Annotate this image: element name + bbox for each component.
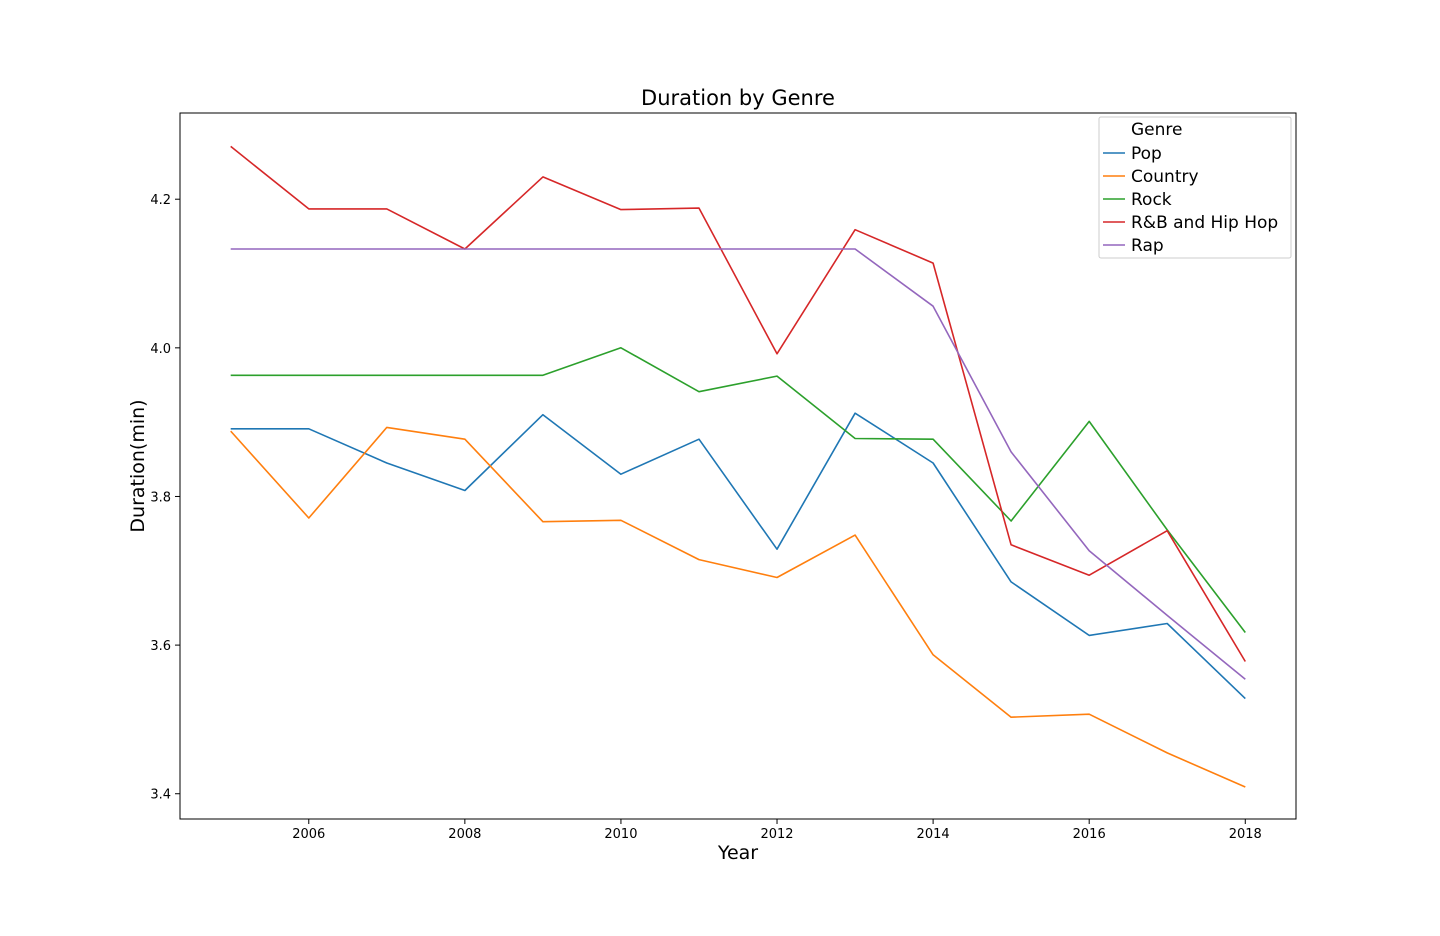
x-tick-label: 2016 bbox=[1073, 827, 1106, 842]
legend-label-country: Country bbox=[1131, 167, 1199, 187]
x-axis-ticks: 2006 2008 2010 2012 2014 2016 2018 bbox=[292, 819, 1262, 842]
legend-title: Genre bbox=[1131, 120, 1182, 140]
legend: Genre Pop Country Rock R&B and Hip Hop Rap bbox=[1098, 116, 1292, 259]
y-axis-title: Duration(min) bbox=[127, 399, 149, 532]
legend-label-rock: Rock bbox=[1131, 190, 1172, 210]
chart-title: Duration by Genre bbox=[641, 86, 835, 110]
legend-label-pop: Pop bbox=[1131, 144, 1162, 164]
x-tick-label: 2006 bbox=[292, 827, 325, 842]
plot-frame bbox=[179, 112, 1297, 820]
series-line-rap bbox=[230, 248, 1246, 680]
x-tick-label: 2014 bbox=[917, 827, 950, 842]
x-tick-label: 2012 bbox=[760, 827, 793, 842]
y-tick-label: 4.2 bbox=[150, 193, 171, 208]
series-line-rock bbox=[230, 346, 1246, 633]
y-tick-label: 3.8 bbox=[150, 490, 171, 505]
x-tick-label: 2010 bbox=[604, 827, 637, 842]
x-tick-label: 2008 bbox=[448, 827, 481, 842]
series-line-pop bbox=[230, 412, 1246, 700]
series-line-country bbox=[230, 426, 1246, 788]
legend-label-r-b-and-hip-hop: R&B and Hip Hop bbox=[1131, 213, 1278, 233]
y-tick-label: 3.6 bbox=[150, 639, 171, 654]
legend-frame bbox=[1098, 116, 1292, 259]
y-tick-label: 3.4 bbox=[150, 788, 171, 803]
x-axis-title: Year bbox=[717, 842, 758, 864]
legend-label-rap: Rap bbox=[1131, 236, 1164, 256]
y-axis-ticks: 3.4 3.6 3.8 4.0 4.2 bbox=[150, 193, 180, 803]
x-tick-label: 2018 bbox=[1229, 827, 1262, 842]
y-tick-label: 4.0 bbox=[150, 342, 171, 357]
plot-lines bbox=[230, 145, 1246, 788]
legend-items: Pop Country Rock R&B and Hip Hop Rap bbox=[1103, 144, 1278, 256]
series-line-r-b-and-hip-hop bbox=[230, 145, 1246, 662]
